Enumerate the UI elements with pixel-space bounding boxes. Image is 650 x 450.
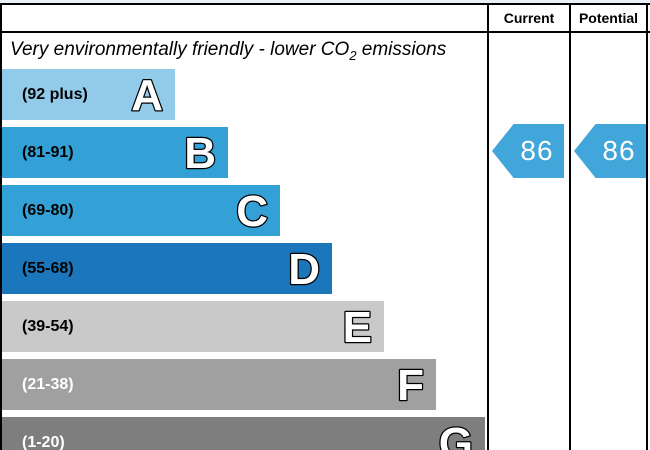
top-edge-strip [0, 0, 650, 3]
table-border-left [0, 3, 2, 450]
band-letter: G [438, 418, 475, 450]
band-letter: F [396, 360, 425, 410]
rating-band-g: (1-20) G [2, 417, 485, 450]
band-range-label: (92 plus) [22, 85, 88, 103]
header-divider-line [0, 31, 650, 33]
svg-text:B: B [184, 129, 216, 178]
svg-text:D: D [288, 245, 320, 294]
band-range-label: (55-68) [22, 259, 74, 277]
rating-band-c: (69-80) C [2, 185, 280, 236]
table-border-right [646, 3, 648, 450]
svg-text:F: F [397, 361, 424, 410]
svg-text:A: A [131, 71, 163, 120]
chart-title-subscript: 2 [349, 47, 357, 63]
potential-column-divider [569, 3, 571, 450]
rating-band-a: (92 plus) A [2, 69, 175, 120]
band-letter: D [287, 244, 321, 294]
rating-band-f: (21-38) F [2, 359, 436, 410]
chart-title-text-end: emissions [356, 39, 447, 60]
band-letter: A [130, 70, 164, 120]
potential-rating-arrow: 86 [574, 124, 646, 178]
current-column-divider [487, 3, 489, 450]
band-range-label: (81-91) [22, 143, 74, 161]
band-range-label: (21-38) [22, 375, 74, 393]
rating-band-e: (39-54) E [2, 301, 384, 352]
band-range-label: (1-20) [22, 433, 65, 450]
potential-column-header: Potential [578, 10, 639, 26]
current-rating-value: 86 [520, 135, 554, 166]
band-range-label: (69-80) [22, 201, 74, 219]
potential-rating-value: 86 [602, 135, 636, 166]
current-column-header: Current [503, 10, 555, 26]
rating-band-b: (81-91) B [2, 127, 228, 178]
chart-title-text: Very environmentally friendly - lower CO [10, 39, 350, 60]
band-letter: E [341, 302, 373, 352]
band-range-label: (39-54) [22, 317, 74, 335]
current-rating-arrow: 86 [492, 124, 564, 178]
rating-band-d: (55-68) D [2, 243, 332, 294]
svg-text:G: G [439, 419, 473, 450]
svg-text:E: E [343, 303, 372, 352]
band-letter: B [183, 128, 217, 178]
table-border-top [0, 3, 650, 5]
chart-title: Very environmentally friendly - lower CO… [10, 37, 446, 63]
svg-text:C: C [236, 187, 268, 236]
band-letter: C [235, 186, 269, 236]
